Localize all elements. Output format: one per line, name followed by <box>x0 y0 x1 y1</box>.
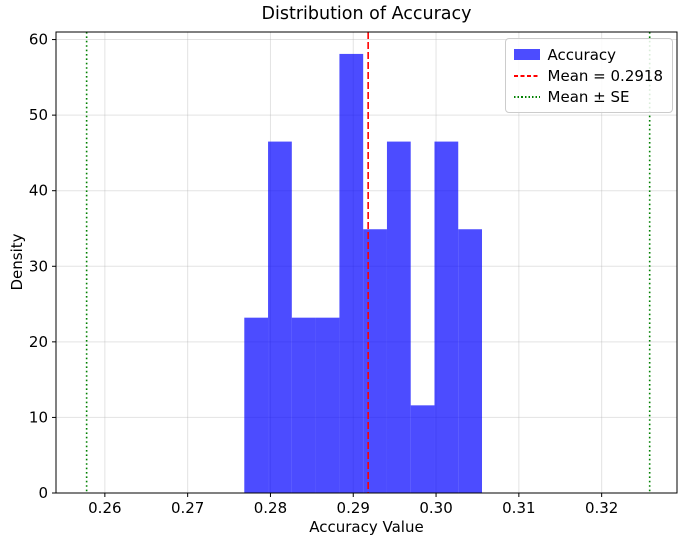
x-tick-label: 0.32 <box>585 499 618 517</box>
y-tick-label: 20 <box>29 333 48 351</box>
y-axis-label: Density <box>8 233 26 291</box>
legend-item-mean: Mean = 0.2918 <box>513 65 663 86</box>
histogram-bar <box>410 405 435 493</box>
legend-label-mean-se: Mean ± SE <box>547 87 630 106</box>
y-tick-label: 60 <box>29 31 48 49</box>
legend-swatch-accuracy-patch <box>513 49 540 60</box>
legend-swatch-mean-se-dotted-line <box>513 95 540 98</box>
legend-label-accuracy: Accuracy <box>547 45 617 64</box>
x-axis-label: Accuracy Value <box>309 518 424 536</box>
plot-border <box>55 31 678 494</box>
histogram-bar <box>339 53 364 494</box>
y-tick-label: 10 <box>29 408 48 426</box>
histogram-bar <box>268 141 292 493</box>
legend-item-mean-se: Mean ± SE <box>513 86 663 107</box>
legend-swatch-mean-dashed-line <box>513 74 540 77</box>
x-tick-label: 0.31 <box>502 499 535 517</box>
y-tick-label: 50 <box>29 106 48 124</box>
x-tick-label: 0.26 <box>88 499 121 517</box>
histogram-bar <box>386 141 411 493</box>
histogram-bar <box>363 229 387 493</box>
x-tick-label: 0.27 <box>171 499 204 517</box>
legend-item-accuracy: Accuracy <box>513 44 663 65</box>
x-tick-label: 0.30 <box>419 499 452 517</box>
histogram-bar <box>458 229 483 493</box>
y-tick-label: 30 <box>29 257 48 275</box>
histogram-bar <box>434 141 459 493</box>
histogram-bar <box>291 317 316 493</box>
legend-label-mean: Mean = 0.2918 <box>547 66 663 85</box>
y-tick-label: 40 <box>29 182 48 200</box>
histogram-bar <box>315 317 340 493</box>
legend: Accuracy Mean = 0.2918 Mean ± SE <box>504 38 673 113</box>
chart-title: Distribution of Accuracy <box>261 4 472 24</box>
histogram-bar <box>244 317 269 493</box>
x-tick-label: 0.29 <box>337 499 370 517</box>
x-tick-label: 0.28 <box>254 499 287 517</box>
y-tick-label: 0 <box>38 484 48 502</box>
